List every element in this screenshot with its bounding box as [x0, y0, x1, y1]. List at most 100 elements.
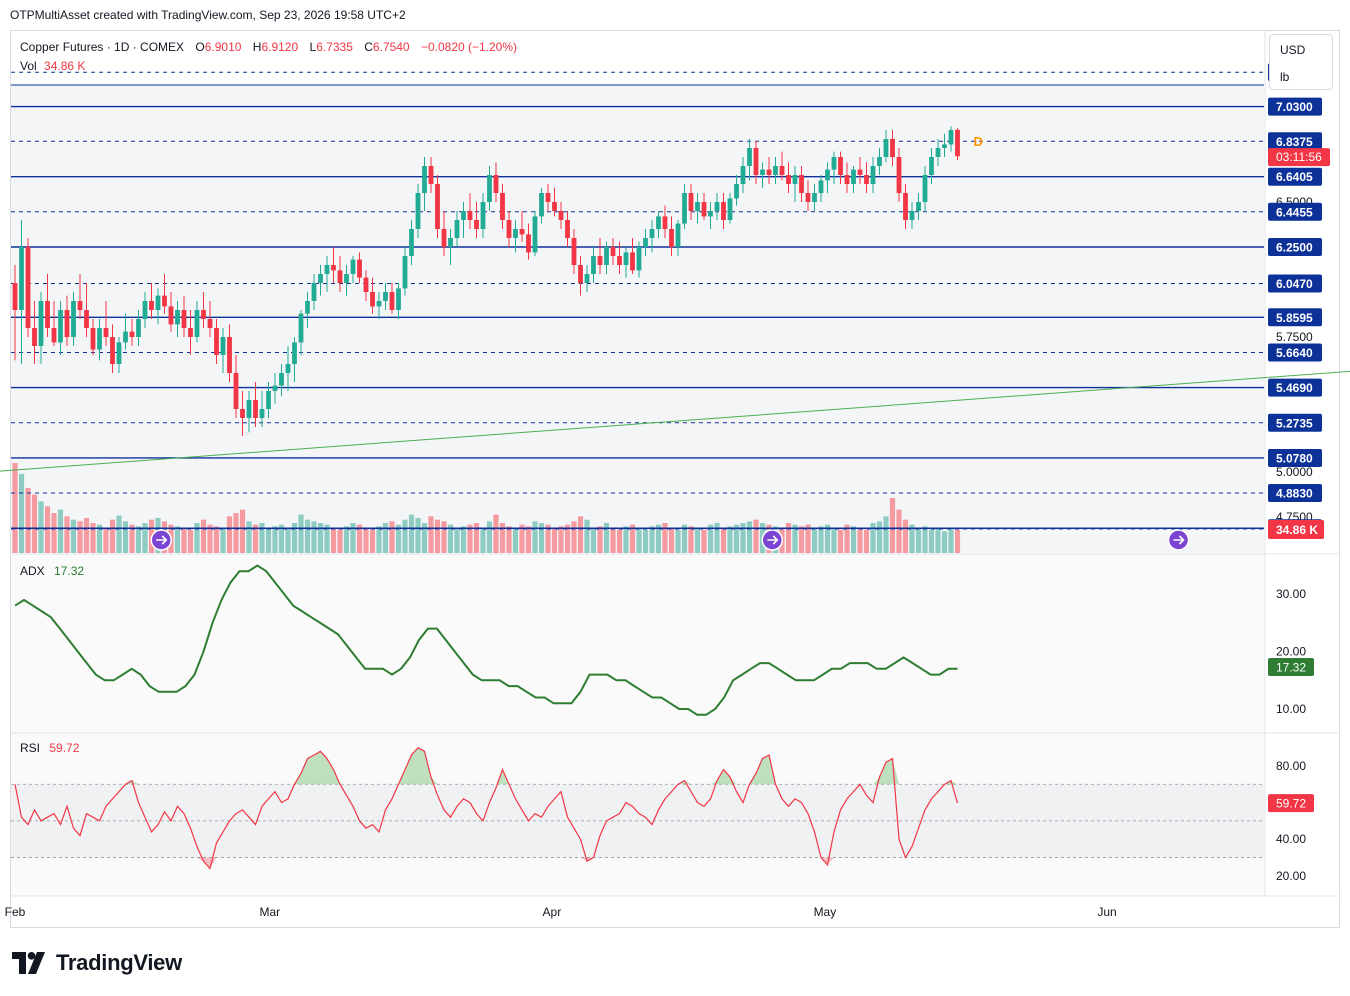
- candle[interactable]: [428, 166, 434, 184]
- candle[interactable]: [727, 198, 733, 220]
- candle[interactable]: [285, 364, 291, 373]
- candle[interactable]: [487, 175, 492, 202]
- candle[interactable]: [64, 310, 70, 337]
- candle[interactable]: [194, 310, 200, 337]
- candle[interactable]: [591, 256, 596, 274]
- candle[interactable]: [97, 328, 102, 350]
- candle[interactable]: [695, 202, 700, 211]
- candle[interactable]: [740, 166, 746, 184]
- candle[interactable]: [929, 157, 934, 175]
- candle[interactable]: [864, 175, 869, 184]
- candle[interactable]: [545, 193, 551, 202]
- candle[interactable]: [493, 175, 499, 193]
- candle[interactable]: [747, 148, 752, 166]
- candle[interactable]: [435, 184, 440, 229]
- candle[interactable]: [155, 295, 161, 310]
- candle[interactable]: [292, 342, 297, 364]
- candle[interactable]: [266, 391, 271, 409]
- candle[interactable]: [136, 319, 141, 337]
- candle[interactable]: [935, 148, 941, 157]
- candle[interactable]: [630, 252, 635, 271]
- candle[interactable]: [246, 400, 252, 418]
- candle[interactable]: [539, 193, 544, 217]
- candle[interactable]: [337, 270, 343, 283]
- candle[interactable]: [675, 223, 681, 247]
- candle[interactable]: [584, 274, 590, 283]
- symbol-title[interactable]: Copper Futures · 1D · COMEX: [20, 40, 185, 54]
- candle[interactable]: [617, 256, 622, 265]
- adx-line[interactable]: [14, 564, 958, 716]
- candle[interactable]: [766, 169, 772, 175]
- candle[interactable]: [370, 292, 375, 307]
- candle[interactable]: [298, 313, 304, 343]
- candle[interactable]: [344, 274, 349, 283]
- candle[interactable]: [818, 180, 824, 193]
- candle[interactable]: [305, 301, 310, 314]
- candle[interactable]: [279, 373, 284, 386]
- candle[interactable]: [812, 193, 817, 202]
- candle[interactable]: [558, 211, 564, 220]
- candle[interactable]: [526, 234, 531, 253]
- candle[interactable]: [318, 274, 323, 283]
- candle[interactable]: [422, 166, 427, 193]
- rsi-line[interactable]: [14, 746, 959, 870]
- candle[interactable]: [272, 385, 278, 391]
- candle[interactable]: [149, 301, 154, 310]
- candle[interactable]: [500, 193, 505, 220]
- candle[interactable]: [623, 252, 629, 265]
- trend-line[interactable]: [0, 288, 1350, 472]
- candle[interactable]: [402, 256, 408, 289]
- candle[interactable]: [389, 292, 395, 310]
- candle[interactable]: [669, 229, 674, 247]
- candle[interactable]: [110, 337, 115, 364]
- candle[interactable]: [324, 265, 330, 274]
- candle[interactable]: [19, 247, 24, 310]
- candle[interactable]: [415, 193, 421, 229]
- candle[interactable]: [220, 337, 226, 355]
- candle[interactable]: [32, 328, 37, 346]
- candle[interactable]: [877, 157, 882, 166]
- candle[interactable]: [311, 283, 317, 301]
- candle[interactable]: [58, 310, 63, 343]
- candle[interactable]: [168, 306, 174, 325]
- candle[interactable]: [103, 328, 109, 337]
- candle[interactable]: [903, 193, 908, 220]
- candle[interactable]: [682, 193, 687, 224]
- candle[interactable]: [662, 216, 668, 229]
- candle[interactable]: [844, 175, 850, 184]
- candle[interactable]: [909, 211, 915, 220]
- candle[interactable]: [779, 166, 785, 175]
- candle[interactable]: [129, 331, 135, 337]
- candle[interactable]: [604, 247, 609, 265]
- candle[interactable]: [240, 409, 245, 418]
- candle[interactable]: [227, 337, 232, 373]
- candle[interactable]: [51, 328, 57, 343]
- candle[interactable]: [45, 301, 50, 328]
- candle[interactable]: [448, 238, 453, 247]
- candle[interactable]: [259, 409, 265, 418]
- unit-selector[interactable]: USD lb: [1269, 34, 1333, 90]
- candle[interactable]: [799, 175, 804, 193]
- candle[interactable]: [162, 295, 167, 307]
- candle[interactable]: [714, 202, 720, 211]
- candle[interactable]: [532, 216, 538, 253]
- candle[interactable]: [480, 202, 486, 229]
- candle[interactable]: [214, 328, 219, 355]
- candle[interactable]: [467, 211, 473, 220]
- candle[interactable]: [90, 328, 96, 350]
- candle[interactable]: [396, 288, 401, 310]
- candle[interactable]: [922, 175, 928, 202]
- rsi-legend[interactable]: RSI 59.72: [20, 741, 79, 755]
- candle[interactable]: [188, 328, 193, 337]
- candle[interactable]: [506, 220, 512, 238]
- candle[interactable]: [610, 247, 616, 256]
- candle[interactable]: [71, 301, 76, 337]
- candle[interactable]: [84, 310, 89, 328]
- candle[interactable]: [851, 169, 856, 184]
- candle[interactable]: [552, 202, 557, 211]
- candle[interactable]: [896, 157, 902, 193]
- candle[interactable]: [578, 265, 583, 283]
- candle[interactable]: [38, 301, 44, 346]
- candle[interactable]: [409, 229, 414, 256]
